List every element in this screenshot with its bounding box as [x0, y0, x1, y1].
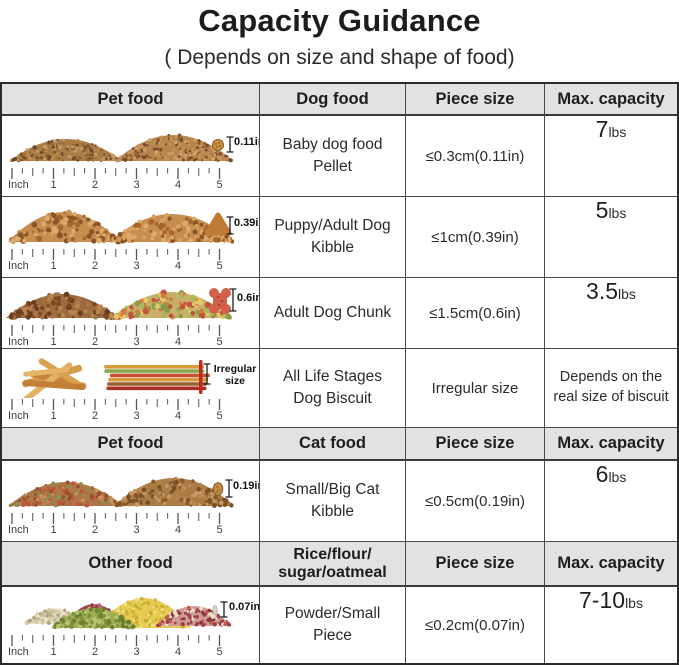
capacity-unit: lbs: [618, 286, 636, 302]
piece-size: ≤0.2cm(0.07in): [406, 587, 545, 663]
header-rice-flour-line2: sugar/oatmeal: [278, 563, 387, 581]
header-piece-size: Piece size: [406, 84, 545, 116]
header-pet-food: Pet food: [2, 84, 260, 116]
header-rice-flour: Rice/flour/ sugar/oatmeal: [260, 542, 406, 587]
header-cat-food: Cat food: [260, 428, 406, 461]
header-piece-size-2: Piece size: [406, 428, 545, 461]
biscuit-size-annotation: Irregular size: [213, 363, 257, 388]
capacity-unit: lbs: [608, 469, 627, 485]
capacity-value: 5: [595, 197, 609, 223]
food-illustration-chunk: 0.6in Inch 1 2 3 4 5: [2, 278, 260, 349]
capacity-value: 6: [595, 461, 609, 487]
header-max-capacity-3: Max. capacity: [545, 542, 677, 587]
max-capacity: 3.5 lbs: [545, 278, 677, 349]
chunk-food-photo: [6, 288, 237, 321]
food-name: All Life Stages Dog Biscuit: [260, 349, 406, 428]
piece-size: ≤1.5cm(0.6in): [406, 278, 545, 349]
header-max-capacity-2: Max. capacity: [545, 428, 677, 461]
header-other-food: Other food: [2, 542, 260, 587]
ruler: Inch 1 2 3 4 5: [8, 399, 223, 422]
capacity-note: Depends on the real size of biscuit: [553, 369, 669, 405]
food-illustration-powder: 0.07in Inch 1 2 3 4 5: [2, 587, 260, 663]
powder-size-annotation: 0.07in: [229, 601, 260, 613]
max-capacity: 7 lbs: [545, 116, 677, 197]
ruler: Inch 1 2 3 4 5: [8, 513, 223, 536]
chunk-size-annotation: 0.6in: [237, 292, 260, 304]
food-name: Powder/Small Piece: [260, 587, 406, 663]
food-illustration-biscuit: Irregular size Inch 1 2 3 4 5: [2, 349, 260, 428]
header-piece-size-3: Piece size: [406, 542, 545, 587]
biscuit-food-photo: [21, 358, 211, 398]
powder-food-photo: [24, 597, 232, 630]
ruler: Inch 1 2 3 4 5: [8, 325, 223, 348]
capacity-value: 7: [595, 116, 609, 142]
food-name: Puppy/Adult Dog Kibble: [260, 197, 406, 278]
capacity-value: 3.5: [586, 278, 619, 304]
capacity-unit: lbs: [608, 124, 627, 140]
page-subtitle: ( Depends on size and shape of food): [164, 46, 515, 69]
max-capacity: 7-10 lbs: [545, 587, 677, 663]
piece-size: ≤0.5cm(0.19in): [406, 461, 545, 542]
capacity-unit: lbs: [608, 205, 627, 221]
piece-size: ≤0.3cm(0.11in): [406, 116, 545, 197]
ruler: Inch 1 2 3 4 5: [8, 635, 223, 658]
piece-size: Irregular size: [406, 349, 545, 428]
header-dog-food: Dog food: [260, 84, 406, 116]
pellet-food-photo: [10, 133, 234, 163]
pellet-size-annotation: 0.11in: [234, 136, 259, 148]
title-block: Capacity Guidance ( Depends on size and …: [0, 0, 679, 82]
ruler: Inch 1 2 3 4 5: [8, 249, 223, 272]
food-name: Baby dog food Pellet: [260, 116, 406, 197]
food-name: Adult Dog Chunk: [260, 278, 406, 349]
food-name: Small/Big Cat Kibble: [260, 461, 406, 542]
header-max-capacity: Max. capacity: [545, 84, 677, 116]
capacity-table: Pet food Dog food Piece size Max. capaci…: [0, 82, 679, 665]
kibble-food-photo: [8, 209, 235, 245]
max-capacity: Depends on the real size of biscuit: [545, 349, 677, 428]
page-title: Capacity Guidance: [198, 3, 481, 38]
piece-size: ≤1cm(0.39in): [406, 197, 545, 278]
header-pet-food-2: Pet food: [2, 428, 260, 461]
max-capacity: 6 lbs: [545, 461, 677, 542]
ruler: Inch 1 2 3 4 5: [8, 168, 223, 191]
cat-food-photo: [8, 476, 234, 508]
capacity-unit: lbs: [625, 595, 643, 611]
capacity-value: 7-10: [579, 587, 626, 613]
cat-size-annotation: 0.19in: [233, 480, 259, 492]
kibble-size-annotation: 0.39in: [234, 217, 259, 229]
header-rice-flour-line1: Rice/flour/: [293, 545, 372, 563]
max-capacity: 5 lbs: [545, 197, 677, 278]
